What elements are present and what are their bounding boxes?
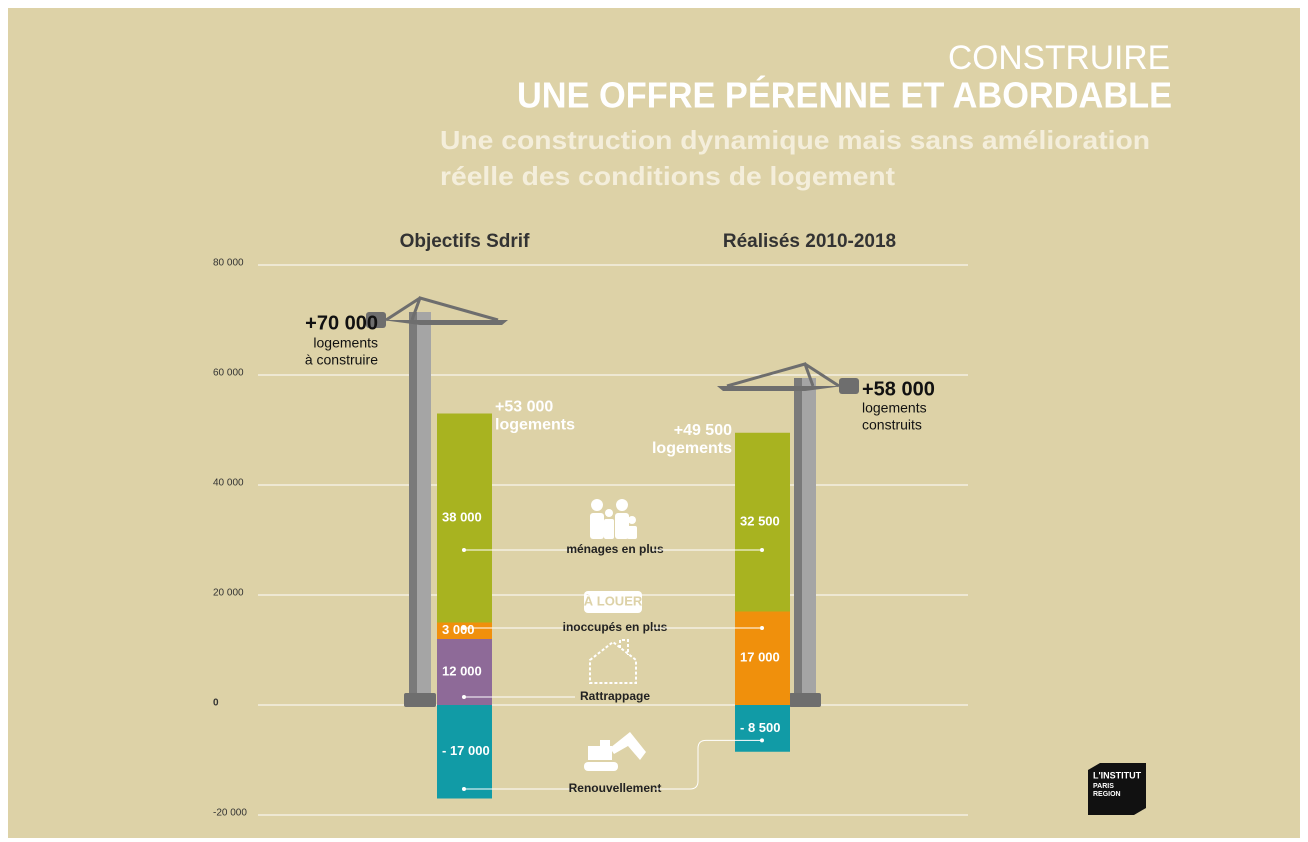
y-tick-label: 0 <box>213 698 219 709</box>
category-label: Réalisés 2010-2018 <box>723 231 896 252</box>
value-label: 12 000 <box>442 663 482 678</box>
value-label: - 8 500 <box>740 720 780 735</box>
series-label: inoccupés en plus <box>563 620 668 634</box>
value-label: 38 000 <box>442 509 482 524</box>
total-unit: logements <box>495 417 575 434</box>
background <box>8 8 1300 838</box>
crane-base <box>404 693 436 707</box>
header: CONSTRUIRE <box>948 39 1170 77</box>
crane-tower-side <box>794 378 802 705</box>
bar-segment <box>735 432 790 612</box>
connector-dot <box>462 548 466 552</box>
value-label: - 17 000 <box>442 743 490 758</box>
subtitle: réelle des conditions de logement <box>440 161 895 191</box>
logo-text: L'INSTITUT <box>1093 770 1142 780</box>
series-label: Renouvellement <box>569 781 662 795</box>
connector-dot <box>462 787 466 791</box>
series-label: ménages en plus <box>566 542 664 556</box>
value-label: 17 000 <box>740 650 780 665</box>
crane-jib <box>382 320 508 325</box>
chart-title: UNE OFFRE PÉRENNE ET ABORDABLE <box>517 75 1172 116</box>
crane-note: logements <box>313 335 378 351</box>
crane-value: +58 000 <box>862 378 935 400</box>
sign-label: À LOUER <box>584 593 643 608</box>
y-tick-label: -20 000 <box>213 808 247 819</box>
bar-segment <box>437 705 492 799</box>
crane-weight <box>839 378 859 394</box>
logo-text: PARIS <box>1093 783 1114 790</box>
crane-note: à construire <box>305 352 378 368</box>
crane-note: construits <box>862 417 922 433</box>
connector-dot <box>760 738 764 743</box>
connector-dot <box>462 695 466 699</box>
value-label: 32 500 <box>740 514 780 529</box>
series-label: Rattrappage <box>580 689 650 703</box>
family-icon <box>590 499 637 539</box>
value-label: 3 000 <box>442 622 475 637</box>
excavator-icon <box>584 732 646 771</box>
logo-shape <box>1088 763 1146 815</box>
connector <box>655 739 762 790</box>
connector-dot <box>462 626 466 630</box>
y-tick-label: 80 000 <box>213 258 244 269</box>
category-label: Objectifs Sdrif <box>400 231 531 252</box>
bar-segment <box>437 639 492 705</box>
logo-text: REGION <box>1093 791 1121 798</box>
sign-icon <box>584 591 642 613</box>
logo: L'INSTITUT PARIS REGION <box>1088 763 1146 815</box>
subtitle: Une construction dynamique mais sans amé… <box>440 125 1150 155</box>
crane-jib <box>717 386 843 391</box>
crane-cable <box>385 296 499 322</box>
bar-segment <box>437 413 492 623</box>
y-tick-label: 60 000 <box>213 368 244 379</box>
y-tick-label: 20 000 <box>213 588 244 599</box>
bar-segment <box>735 705 790 752</box>
crane-weight <box>366 312 386 328</box>
crane-cable <box>726 362 840 388</box>
total-unit: logements <box>652 440 732 457</box>
y-tick-label: 40 000 <box>213 478 244 489</box>
crane-note: logements <box>862 400 927 416</box>
connector-dot <box>760 626 764 630</box>
house-icon <box>589 639 637 684</box>
crane-tower-side <box>409 312 417 705</box>
bar-segment <box>437 622 492 639</box>
total-value: +49 500 <box>674 422 732 439</box>
crane-value: +70 000 <box>305 312 378 334</box>
connector-dot <box>760 548 764 552</box>
total-value: +53 000 <box>495 399 553 416</box>
crane-base <box>789 693 821 707</box>
